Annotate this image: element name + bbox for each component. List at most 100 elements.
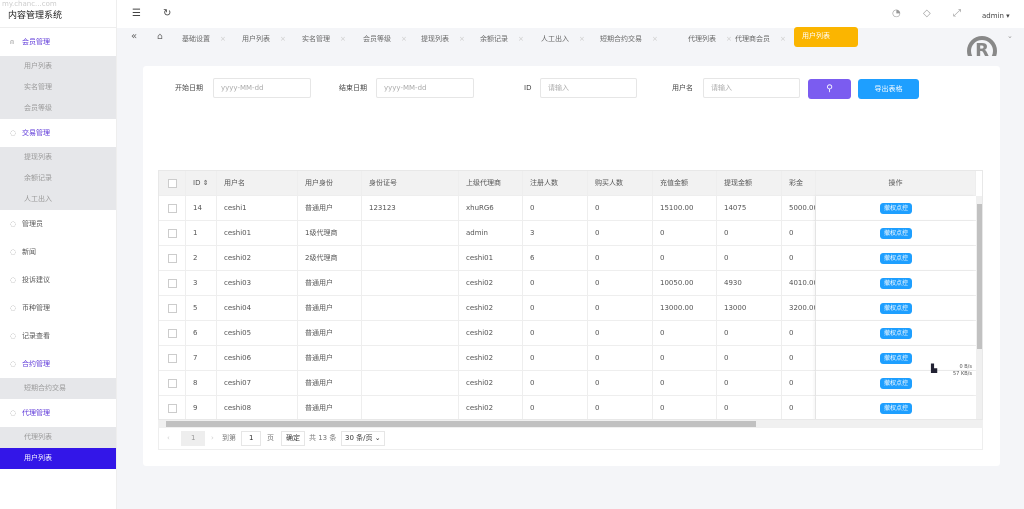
tab[interactable]: 会员等级 × [363, 35, 407, 43]
end-date-input[interactable]: yyyy-MM-dd [376, 78, 474, 98]
action-button[interactable]: 撤权点控 [879, 253, 912, 264]
sidebar-item[interactable]: 实名管理 [24, 83, 52, 91]
close-icon[interactable]: × [579, 35, 585, 43]
page-current[interactable]: 1 [181, 431, 206, 446]
action-button[interactable]: 撤权点控 [879, 328, 912, 339]
tab[interactable]: 实名管理 × [302, 35, 346, 43]
sidebar-group[interactable]: ◌ 新闻 [0, 238, 116, 266]
goto-confirm-button[interactable]: 确定 [281, 431, 305, 446]
tabs-scroll-left-icon[interactable]: « [131, 31, 138, 42]
row-checkbox[interactable] [167, 253, 177, 263]
home-icon[interactable]: ⌂ [157, 32, 163, 42]
table-row: 8 ceshi07 普通用户 ceshi02 0 0 0 0 0 撤权点控 [159, 371, 976, 396]
tab[interactable]: 代理列表 × [688, 35, 732, 43]
menu-toggle-icon[interactable]: ☰ [132, 8, 141, 19]
vertical-scrollbar[interactable] [976, 196, 982, 419]
end-date-label: 结束日期 [339, 84, 367, 92]
action-button[interactable]: 撤权点控 [879, 353, 912, 364]
row-checkbox[interactable] [167, 203, 177, 213]
start-date-label: 开始日期 [175, 84, 203, 92]
app-header: my.chanc...com 内容管理系统 [0, 0, 116, 28]
sort-icon[interactable]: ⇕ [202, 179, 209, 187]
tab-active[interactable]: 用户列表 [794, 27, 858, 47]
sidebar-group[interactable]: ◌ 合约管理 [0, 350, 116, 378]
pagination: ‹ 1 › 到第 1 页 确定 共 13 条 30 条/页 ⌄ [158, 428, 983, 450]
close-icon[interactable]: × [340, 35, 346, 43]
id-input[interactable]: 请输入 [540, 78, 637, 98]
tab[interactable]: 人工出入 × [541, 35, 585, 43]
sidebar-group[interactable]: ◌ 币种管理 [0, 294, 116, 322]
tag-icon[interactable]: ◇ [923, 8, 931, 19]
row-checkbox[interactable] [167, 303, 177, 313]
close-icon[interactable]: × [780, 35, 786, 43]
registered-logo: R [967, 36, 999, 56]
user-icon: ⍝ [10, 38, 15, 46]
close-icon[interactable]: × [220, 35, 226, 43]
action-button[interactable]: 撤权点控 [879, 203, 912, 214]
goto-page-input[interactable]: 1 [241, 431, 262, 446]
row-checkbox[interactable] [167, 328, 177, 338]
tab[interactable]: 提现列表 × [421, 35, 465, 43]
next-page-icon[interactable]: › [211, 434, 214, 442]
horizontal-scrollbar[interactable] [158, 420, 983, 428]
tabs-dropdown-icon[interactable]: ⌄ [1007, 32, 1013, 40]
prev-page-icon[interactable]: ‹ [167, 434, 170, 442]
tab[interactable]: 代理商会员 × [735, 35, 786, 43]
search-icon: ⚲ [826, 84, 833, 94]
table-row: 1 ceshi01 1级代理商 admin 3 0 0 0 0 撤权点控 [159, 221, 976, 246]
sidebar-item[interactable]: 用户列表 [24, 62, 52, 70]
close-icon[interactable]: × [401, 35, 407, 43]
username-input[interactable]: 请输入 [703, 78, 800, 98]
sidebar-item[interactable]: 会员等级 [24, 104, 52, 112]
sidebar-group[interactable]: ◌ 交易管理 [0, 119, 116, 147]
export-button[interactable]: 导出表格 [858, 79, 919, 99]
goto-label: 到第 [222, 434, 236, 442]
close-icon[interactable]: × [459, 35, 465, 43]
sidebar-group[interactable]: ◌ 管理员 [0, 210, 116, 238]
tab[interactable]: 用户列表 × [242, 35, 286, 43]
tag-icon: ◌ [10, 248, 17, 256]
action-button[interactable]: 撤权点控 [879, 228, 912, 239]
row-checkbox[interactable] [167, 403, 177, 413]
select-all-checkbox[interactable] [167, 178, 177, 188]
close-icon[interactable]: × [652, 35, 658, 43]
refresh-icon[interactable]: ↻ [163, 8, 172, 19]
sidebar-item[interactable]: 代理列表 [24, 433, 52, 441]
search-button[interactable]: ⚲ [808, 79, 851, 99]
table-row: 2 ceshi02 2级代理商 ceshi01 6 0 0 0 0 撤权点控 [159, 246, 976, 271]
content-card: 开始日期 yyyy-MM-dd 结束日期 yyyy-MM-dd ID 请输入 用… [143, 66, 1000, 466]
app-title: 内容管理系统 [8, 11, 63, 21]
start-date-input[interactable]: yyyy-MM-dd [213, 78, 311, 98]
table-header: ID ⇕ 用户名 用户身份 身份证号 上级代理商 注册人数 购买人数 充值金额 提现金额 彩金 操作 [159, 171, 976, 196]
tab[interactable]: 短期合约交易 × [600, 35, 658, 43]
close-icon[interactable]: × [726, 35, 732, 43]
row-checkbox[interactable] [167, 228, 177, 238]
action-button[interactable]: 撤权点控 [879, 378, 912, 389]
sidebar-group[interactable]: ⍝ 会员管理 [0, 28, 116, 56]
action-button[interactable]: 撤权点控 [879, 278, 912, 289]
table-row: 7 ceshi06 普通用户 ceshi02 0 0 0 0 0 撤权点控 [159, 346, 976, 371]
sidebar-item[interactable]: 人工出入 [24, 195, 52, 203]
tab[interactable]: 基础设置 × [182, 35, 226, 43]
sidebar-item[interactable]: 提现列表 [24, 153, 52, 161]
sidebar-group[interactable]: ◌ 记录查看 [0, 322, 116, 350]
row-checkbox[interactable] [167, 378, 177, 388]
tab[interactable]: 余额记录 × [480, 35, 524, 43]
user-menu[interactable]: admin ▾ [982, 12, 1010, 20]
page-size-select[interactable]: 30 条/页 ⌄ [341, 431, 385, 446]
sidebar-group[interactable]: ◌ 代理管理 [0, 399, 116, 427]
fullscreen-icon[interactable]: ⤢ [953, 8, 961, 19]
sidebar-item[interactable]: 用户列表 [0, 448, 116, 469]
tab-bar: « ⌂ 基础设置 × 用户列表 × 实名管理 × 会员等级 × 提现列表 × 余额记录 × 人工出入 × 短… [117, 27, 1024, 56]
sidebar-item[interactable]: 短期合约交易 [24, 384, 66, 392]
close-icon[interactable]: × [280, 35, 286, 43]
sidebar-group[interactable]: ◌ 投诉建议 [0, 266, 116, 294]
row-checkbox[interactable] [167, 353, 177, 363]
user-table: ID ⇕ 用户名 用户身份 身份证号 上级代理商 注册人数 购买人数 充值金额 提现金额 彩金 操作… [158, 170, 983, 420]
action-button[interactable]: 撤权点控 [879, 403, 912, 414]
close-icon[interactable]: × [518, 35, 524, 43]
row-checkbox[interactable] [167, 278, 177, 288]
theme-icon[interactable]: ◔ [892, 8, 901, 19]
sidebar-item[interactable]: 余额记录 [24, 174, 52, 182]
action-button[interactable]: 撤权点控 [879, 303, 912, 314]
